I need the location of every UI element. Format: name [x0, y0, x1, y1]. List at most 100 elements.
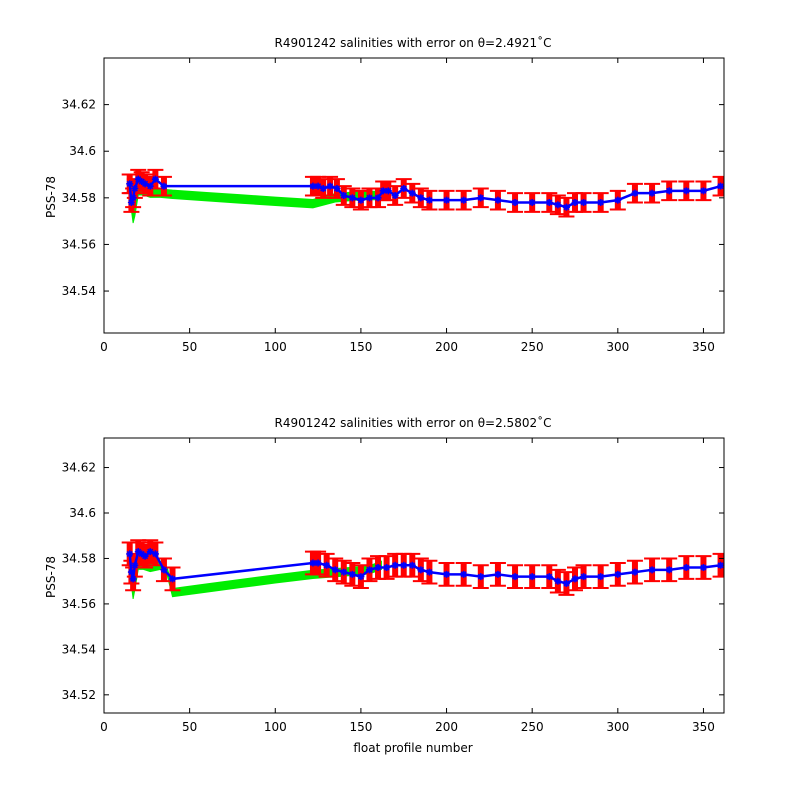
- float-point: [597, 198, 605, 206]
- float-point: [357, 196, 365, 204]
- float-point: [460, 570, 468, 578]
- chart-bottom: R4901242 salinities with error on θ=2.58…: [44, 415, 725, 755]
- float-point: [417, 566, 425, 574]
- float-point: [494, 196, 502, 204]
- chart-title: R4901242 salinities with error on θ=2.58…: [275, 415, 552, 430]
- float-point: [648, 189, 656, 197]
- float-point: [665, 566, 673, 574]
- y-tick-label: 34.54: [62, 642, 96, 656]
- float-point: [631, 189, 639, 197]
- float-point: [127, 568, 135, 576]
- float-point: [425, 196, 433, 204]
- axes-frame: [103, 57, 725, 334]
- float-point: [169, 575, 177, 583]
- float-point: [443, 570, 451, 578]
- float-point: [494, 570, 502, 578]
- float-point: [648, 566, 656, 574]
- float-point: [379, 187, 387, 195]
- float-point: [138, 550, 146, 558]
- y-tick-label: 34.62: [62, 98, 96, 112]
- float-point: [331, 566, 339, 574]
- float-point: [391, 561, 399, 569]
- float-point: [348, 194, 356, 202]
- float-point: [340, 192, 348, 199]
- float-point: [554, 201, 562, 209]
- float-point: [314, 182, 322, 190]
- float-point: [309, 559, 317, 567]
- y-tick-label: 34.58: [62, 191, 96, 205]
- float-point: [314, 559, 322, 567]
- float-point: [408, 189, 416, 197]
- x-tick-label: 300: [606, 340, 629, 354]
- float-point: [141, 180, 149, 188]
- float-point: [126, 180, 134, 188]
- x-tick-label: 250: [521, 720, 544, 734]
- x-tick-label: 0: [100, 720, 108, 734]
- float-point: [460, 196, 468, 204]
- y-tick-label: 34.58: [62, 551, 96, 565]
- float-point: [400, 561, 408, 569]
- x-tick-label: 150: [349, 720, 372, 734]
- float-point: [717, 561, 724, 569]
- chart-top: R4901242 salinities with error on θ=2.49…: [44, 35, 725, 354]
- float-point: [580, 573, 588, 581]
- float-point: [141, 552, 149, 560]
- float-point: [131, 185, 139, 193]
- data-layer: [121, 539, 724, 600]
- y-tick-label: 34.56: [62, 597, 96, 611]
- x-tick-label: 350: [692, 720, 715, 734]
- y-axis-label: PSS-78: [44, 556, 58, 598]
- float-point: [528, 198, 536, 206]
- float-point: [127, 198, 135, 206]
- float-point: [408, 561, 416, 569]
- float-point: [374, 194, 382, 202]
- float-point: [374, 564, 382, 572]
- float-point: [126, 550, 134, 558]
- data-layer: [121, 168, 724, 224]
- float-point: [383, 564, 391, 572]
- float-point: [391, 192, 399, 199]
- float-point: [511, 573, 519, 581]
- x-tick-label: 0: [100, 340, 108, 354]
- y-tick-label: 34.6: [69, 506, 96, 520]
- x-tick-label: 150: [349, 340, 372, 354]
- float-point: [134, 175, 142, 183]
- float-point: [571, 198, 579, 206]
- float-salinity-line: [128, 177, 721, 209]
- x-tick-label: 200: [435, 340, 458, 354]
- y-tick-label: 34.6: [69, 144, 96, 158]
- float-point: [129, 194, 137, 202]
- float-point: [309, 182, 317, 190]
- float-point: [348, 570, 356, 578]
- float-point: [682, 187, 690, 195]
- x-tick-label: 50: [182, 340, 197, 354]
- plot-area: 0 50 100 150 200 250 300 350 34.52 34.54 34.56 34.5…: [62, 437, 725, 734]
- float-point: [477, 194, 485, 202]
- float-point: [138, 178, 146, 186]
- float-point: [417, 194, 425, 202]
- x-axis-label: float profile number: [353, 741, 472, 755]
- float-point: [614, 196, 622, 204]
- float-point: [160, 566, 168, 574]
- float-point: [384, 187, 392, 195]
- float-point: [357, 573, 365, 581]
- float-point: [340, 568, 348, 576]
- x-tick-label: 250: [521, 340, 544, 354]
- float-point: [580, 198, 588, 206]
- y-tick-label: 34.54: [62, 284, 96, 298]
- float-point: [323, 561, 331, 569]
- float-point: [146, 548, 154, 556]
- float-point: [134, 548, 142, 556]
- y-tick-label: 34.62: [62, 461, 96, 475]
- x-tick-label: 100: [264, 720, 287, 734]
- float-point: [151, 175, 159, 183]
- float-point: [614, 570, 622, 578]
- float-point: [511, 198, 519, 206]
- float-point: [554, 577, 562, 585]
- x-tick-label: 100: [264, 340, 287, 354]
- float-point: [717, 182, 724, 190]
- float-point: [443, 196, 451, 204]
- float-point: [425, 568, 433, 576]
- float-point: [562, 203, 570, 211]
